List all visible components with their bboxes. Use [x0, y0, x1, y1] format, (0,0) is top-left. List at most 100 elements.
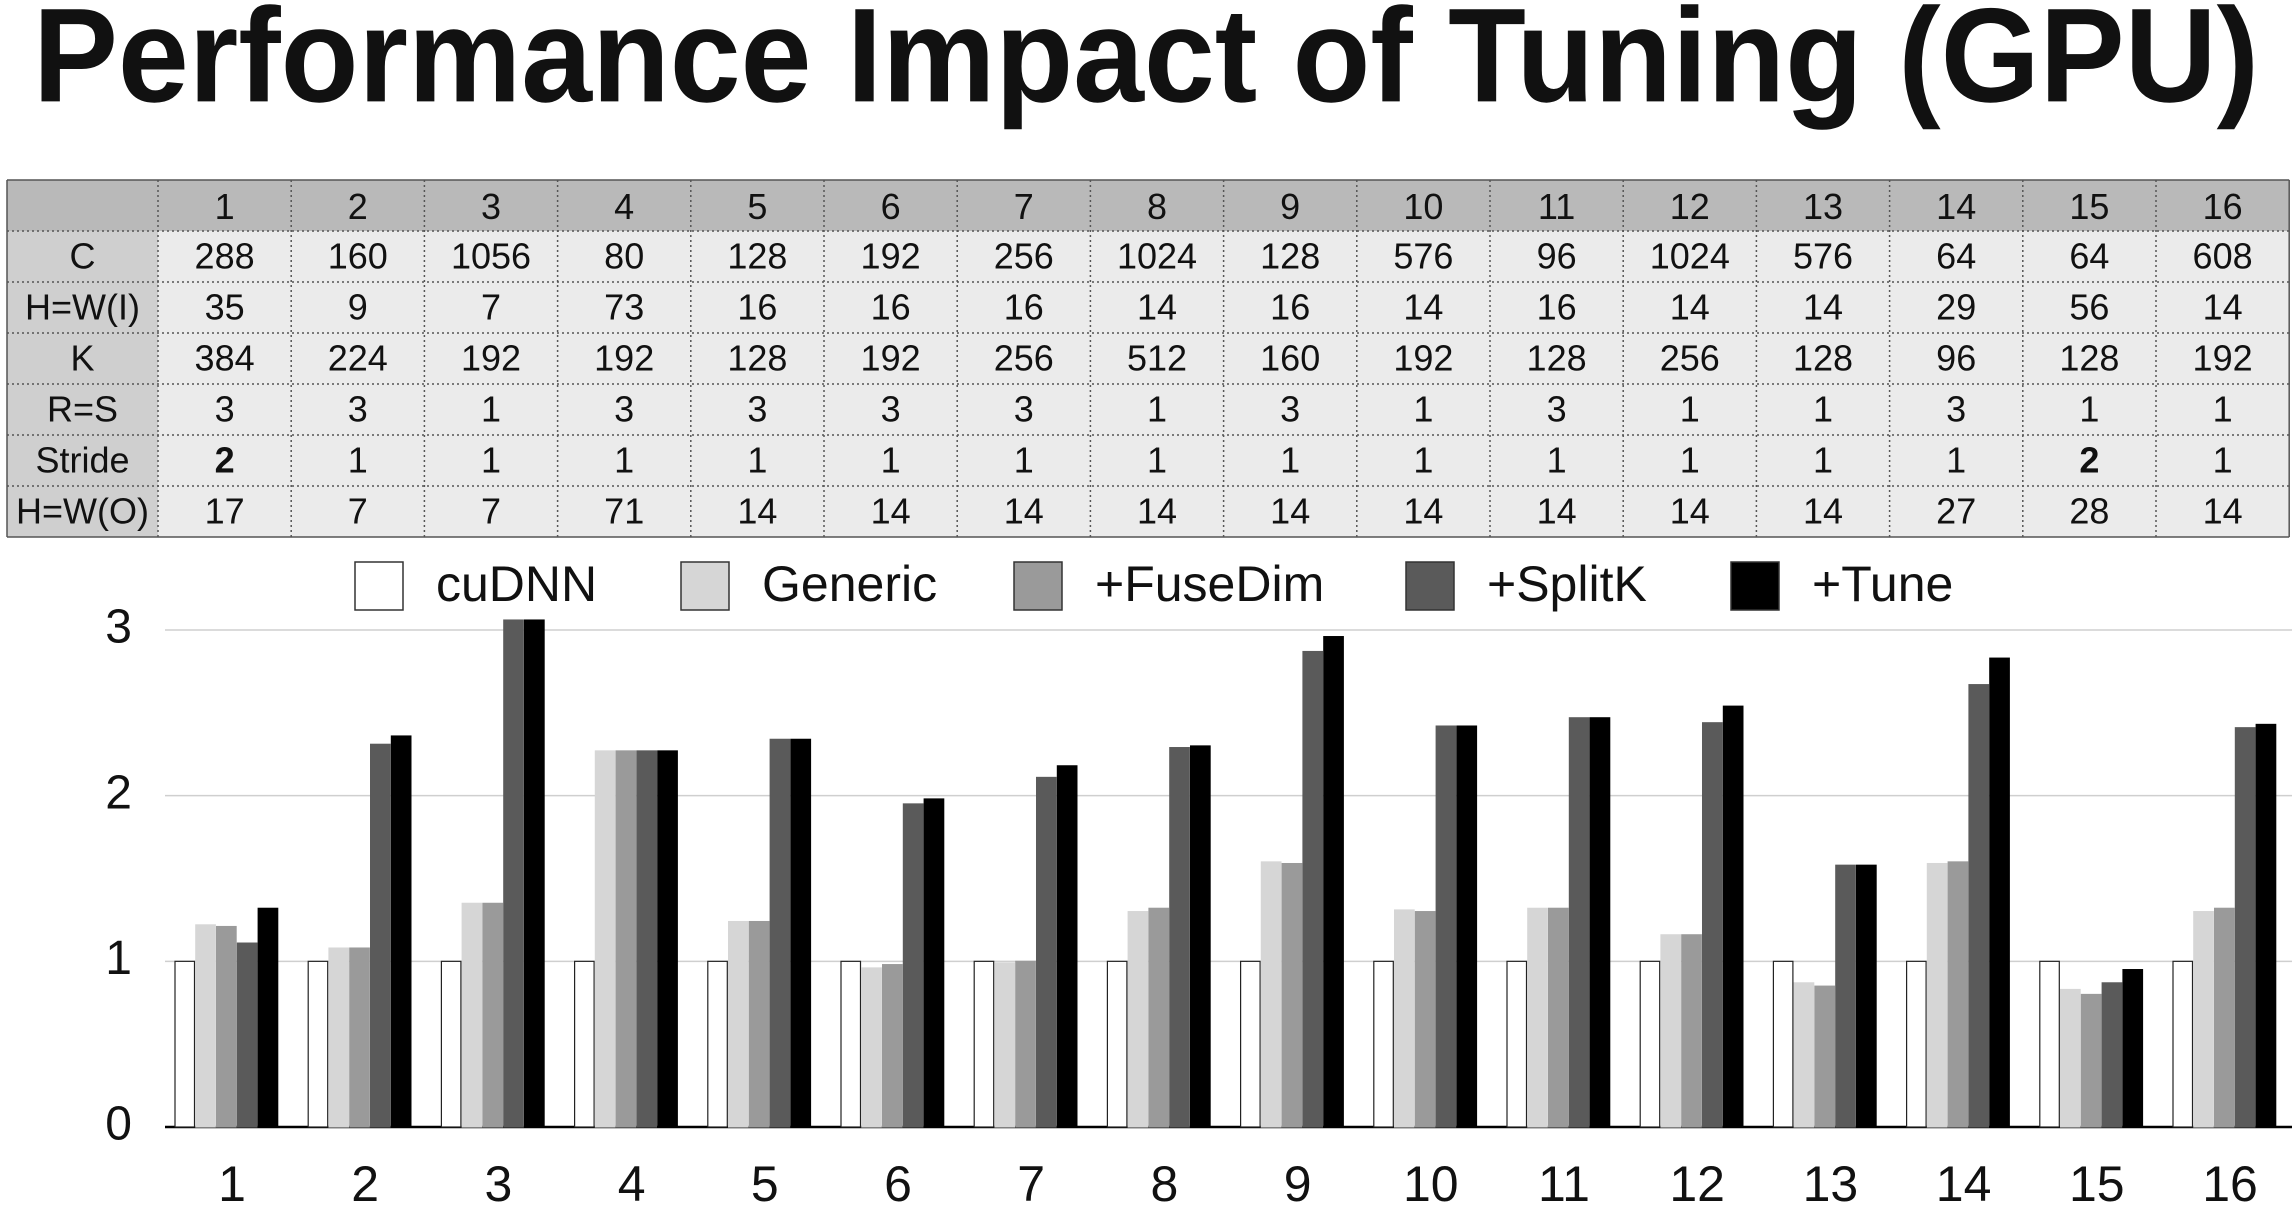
table-cell: 576 [1793, 236, 1853, 277]
table-cell: 14 [1004, 491, 1044, 532]
column-header: 9 [1280, 186, 1300, 227]
bar [2039, 960, 2060, 1128]
bar [1639, 960, 1661, 1128]
table-cell: 288 [195, 236, 255, 277]
table-cell: 14 [1670, 491, 1710, 532]
table-background [7, 180, 2290, 537]
legend-swatch [680, 561, 730, 611]
slide-title: Performance Impact of Tuning (GPU) [33, 0, 2259, 130]
table-cell: 128 [1260, 236, 1320, 277]
table-cell: 14 [1803, 287, 1843, 328]
table-cell: 7 [348, 491, 368, 532]
bar [1323, 636, 1344, 1128]
table-cell: 14 [1137, 287, 1177, 328]
table-cell: 9 [348, 287, 368, 328]
x-tick-label: 14 [1936, 1156, 1992, 1212]
table-cell: 2 [2079, 440, 2099, 481]
x-tick-label: 9 [1284, 1156, 1312, 1212]
table-cell: 128 [2059, 338, 2119, 379]
table-cell: 608 [2193, 236, 2253, 277]
table-cell: 16 [1537, 287, 1577, 328]
legend-label: +Tune [1812, 556, 1953, 612]
table-cell: 64 [2069, 236, 2109, 277]
table-cell: 1 [1813, 440, 1833, 481]
bar [657, 750, 678, 1128]
y-tick-label: 0 [105, 1098, 132, 1151]
table-cell: 96 [1537, 236, 1577, 277]
bar [636, 750, 658, 1128]
table-cell: 14 [1270, 491, 1310, 532]
bar [1547, 907, 1569, 1128]
bar [503, 619, 524, 1128]
bar [1772, 960, 1794, 1128]
table-cell: 14 [1403, 287, 1443, 328]
bar [1239, 960, 1261, 1128]
bar [1127, 911, 1149, 1128]
bar [216, 925, 237, 1128]
table-cell: 14 [871, 491, 911, 532]
bar [573, 960, 595, 1128]
column-header: 2 [348, 186, 368, 227]
table-cell: 3 [348, 389, 368, 430]
x-tick-label: 1 [218, 1156, 246, 1212]
table-cell: 35 [205, 287, 245, 328]
x-tick-label: 7 [1017, 1156, 1045, 1212]
x-tick-label: 11 [1538, 1156, 1590, 1212]
row-header: C [70, 236, 96, 277]
bar [1414, 911, 1436, 1128]
table-cell: 1 [2213, 440, 2233, 481]
bar [1373, 960, 1394, 1128]
table-cell: 14 [1537, 491, 1577, 532]
table-cell: 3 [215, 389, 235, 430]
table-cell: 17 [205, 491, 245, 532]
x-tick-label: 13 [1803, 1156, 1859, 1212]
x-tick-label: 4 [618, 1156, 646, 1212]
legend-label: cuDNN [436, 556, 597, 612]
x-tick-label: 10 [1403, 1156, 1459, 1212]
legend-label: +SplitK [1487, 556, 1647, 612]
table-cell: 128 [1527, 338, 1587, 379]
bar [790, 738, 812, 1128]
legend-swatch [1013, 561, 1063, 611]
table-cell: 1 [1680, 389, 1700, 430]
table-cell: 7 [481, 491, 501, 532]
column-header: 1 [215, 186, 235, 227]
table-cell: 28 [2069, 491, 2109, 532]
bar [973, 960, 995, 1128]
table-cell: 56 [2069, 287, 2109, 328]
table-cell: 160 [1260, 338, 1320, 379]
bar [195, 924, 216, 1128]
bar [1814, 985, 1836, 1128]
table-cell: 1 [1014, 440, 1034, 481]
table-cell: 3 [1946, 389, 1966, 430]
bar [461, 902, 483, 1128]
table-cell: 1 [2213, 389, 2233, 430]
bar [1701, 722, 1723, 1128]
table-header-background [7, 180, 2290, 231]
table-cell: 192 [1393, 338, 1453, 379]
bar [2193, 911, 2214, 1128]
bar [2122, 969, 2144, 1128]
bar [994, 962, 1016, 1128]
column-header: 12 [1670, 186, 1710, 227]
bar [1968, 684, 1990, 1128]
table-cell: 128 [727, 338, 787, 379]
bar [1568, 717, 1590, 1128]
bar [2255, 723, 2277, 1128]
bar [1589, 717, 1611, 1128]
column-header: 11 [1538, 186, 1575, 227]
bar [1527, 907, 1548, 1128]
bar [707, 960, 728, 1128]
table-cell: 192 [861, 338, 921, 379]
table-cell: 64 [1936, 236, 1976, 277]
column-header: 15 [2069, 186, 2109, 227]
bar [1056, 765, 1078, 1128]
legend-label: +FuseDim [1095, 556, 1324, 612]
bar [1393, 909, 1415, 1128]
table-cell: 192 [461, 338, 521, 379]
bar [1035, 776, 1057, 1128]
table-cell: 29 [1936, 287, 1976, 328]
table-cell: 1024 [1117, 236, 1197, 277]
row-header: Stride [35, 440, 129, 481]
bar [2101, 982, 2123, 1128]
